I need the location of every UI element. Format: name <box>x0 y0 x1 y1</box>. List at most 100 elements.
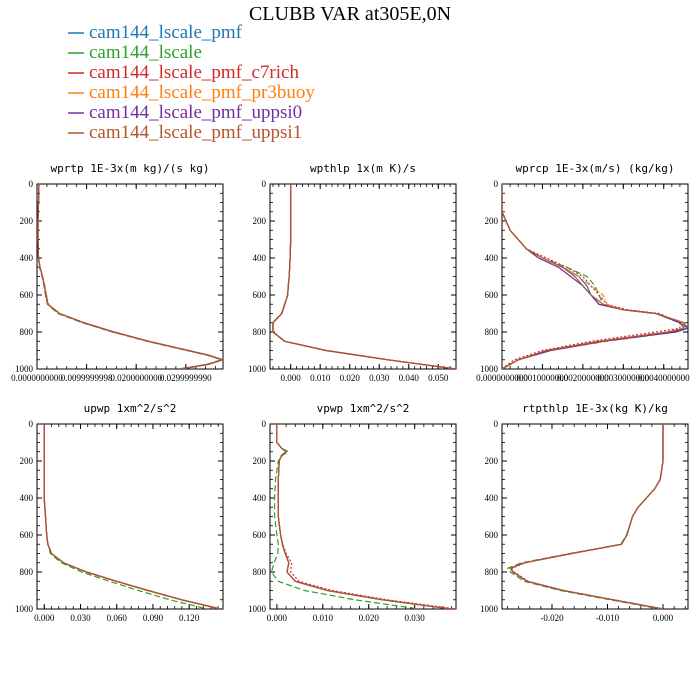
legend-entry: cam144_lscale_pmf_uppsi1 <box>68 122 302 143</box>
y-tick-label: 600 <box>20 290 34 300</box>
series-line <box>276 424 452 609</box>
series-group <box>270 424 456 609</box>
series-line <box>502 184 688 369</box>
series-line <box>506 424 664 609</box>
y-tick-label: 800 <box>20 327 34 337</box>
x-tick-label: 0.010 <box>310 373 331 383</box>
series-group <box>506 424 664 609</box>
y-tick-label: 800 <box>485 327 499 337</box>
series-line <box>511 424 664 609</box>
y-tick-label: 1000 <box>480 604 499 614</box>
y-tick-label: 200 <box>20 456 34 466</box>
legend-label: cam144_lscale <box>89 42 202 63</box>
panel-title: wpthlp 1x(m K)/s <box>310 162 416 175</box>
x-tick-label: 0.0299999990 <box>160 373 212 383</box>
legend-label: cam144_lscale_pmf_uppsi1 <box>89 122 302 143</box>
y-tick-label: 1000 <box>248 604 267 614</box>
figure-title: CLUBB VAR at305E,0N <box>249 3 451 25</box>
x-tick-label: 0.020 <box>340 373 361 383</box>
y-tick-label: 200 <box>253 456 267 466</box>
y-tick-label: 1000 <box>15 364 34 374</box>
x-tick-label: 0.010 <box>313 613 334 623</box>
x-tick-label: 0.0040000000 <box>638 373 690 383</box>
y-tick-label: 400 <box>253 493 267 503</box>
x-tick-label: 0.120 <box>179 613 200 623</box>
panel-title: rtpthlp 1E-3x(kg K)/kg <box>522 402 668 415</box>
y-tick-label: 400 <box>20 493 34 503</box>
plot-frame <box>501 183 689 370</box>
series-line <box>272 184 456 369</box>
series-line <box>502 184 685 369</box>
plot-frame <box>36 423 224 610</box>
y-tick-label: 600 <box>485 530 499 540</box>
series-line <box>502 184 688 369</box>
panel-5: vpwp 1xm^2/s^2 0 200 400 600 800 10000.000 0.01… <box>248 402 457 623</box>
legend-label: cam144_lscale_pmf_uppsi0 <box>89 102 302 123</box>
x-tick-label: 0.030 <box>405 613 426 623</box>
y-tick-label: 0 <box>262 419 267 429</box>
y-tick-label: 0 <box>29 419 34 429</box>
x-tick-label: 0.000 <box>34 613 55 623</box>
series-line <box>502 184 688 369</box>
series-line <box>43 424 220 609</box>
legend-entry: cam144_lscale <box>68 42 202 63</box>
y-tick-label: 800 <box>20 567 34 577</box>
series-line <box>272 184 456 369</box>
series-line <box>509 424 664 609</box>
series-line <box>43 424 221 609</box>
series-line <box>37 184 223 369</box>
series-line <box>37 184 223 369</box>
x-tick-label: 0.000 <box>267 613 288 623</box>
y-tick-label: 400 <box>20 253 34 263</box>
x-tick-label: 0.0000000000 <box>476 373 528 383</box>
y-tick-label: 600 <box>253 530 267 540</box>
series-line <box>37 184 223 369</box>
y-tick-label: 400 <box>485 253 499 263</box>
legend-entry: cam144_lscale_pmf <box>68 22 243 43</box>
x-tick-label: 0.0099999998 <box>61 373 113 383</box>
legend: cam144_lscale_pmfcam144_lscalecam144_lsc… <box>68 22 315 143</box>
y-tick-label: 0 <box>262 179 267 189</box>
x-tick-label: 0.0000000000 <box>11 373 63 383</box>
y-tick-label: 1000 <box>248 364 267 374</box>
panel-title: vpwp 1xm^2/s^2 <box>317 402 410 415</box>
legend-entry: cam144_lscale_pmf_pr3buoy <box>68 82 315 103</box>
series-line <box>37 184 223 369</box>
x-tick-label: 0.000 <box>653 613 674 623</box>
series-line <box>270 424 420 609</box>
panel-4: upwp 1xm^2/s^2 0 200 400 600 800 10000.000 0.03… <box>15 402 224 623</box>
y-tick-label: 1000 <box>15 604 34 614</box>
series-line <box>276 424 452 609</box>
y-tick-label: 0 <box>494 419 499 429</box>
series-line <box>509 424 664 609</box>
x-tick-label: 0.0020000000 <box>557 373 609 383</box>
x-tick-label: 0.030 <box>70 613 91 623</box>
x-tick-label: 0.0030000000 <box>597 373 649 383</box>
panel-6: rtpthlp 1E-3x(kg K)/kg 0 200 400 600 800 1000 -… <box>480 402 689 623</box>
y-tick-label: 0 <box>29 179 34 189</box>
y-tick-label: 200 <box>485 456 499 466</box>
panel-title: upwp 1xm^2/s^2 <box>84 402 177 415</box>
series-line <box>509 424 664 609</box>
y-tick-label: 600 <box>253 290 267 300</box>
x-tick-label: -0.010 <box>596 613 620 623</box>
series-line <box>272 184 456 369</box>
panel-title: wprcp 1E-3x(m/s) (kg/kg) <box>516 162 675 175</box>
x-tick-label: 0.0200000000 <box>110 373 162 383</box>
x-tick-label: 0.060 <box>107 613 128 623</box>
series-line <box>37 184 223 369</box>
plot-frame <box>36 183 224 370</box>
legend-entry: cam144_lscale_pmf_uppsi0 <box>68 102 302 123</box>
series-line <box>509 424 664 609</box>
legend-label: cam144_lscale_pmf <box>89 22 243 43</box>
series-line <box>43 424 221 609</box>
panel-title: wprtp 1E-3x(m kg)/(s kg) <box>51 162 210 175</box>
x-tick-label: 0.000 <box>281 373 302 383</box>
legend-label: cam144_lscale_pmf_c7rich <box>89 62 299 83</box>
series-line <box>502 184 681 369</box>
x-tick-label: 0.020 <box>359 613 380 623</box>
series-line <box>272 184 456 369</box>
y-tick-label: 400 <box>253 253 267 263</box>
legend-entry: cam144_lscale_pmf_c7rich <box>68 62 299 83</box>
